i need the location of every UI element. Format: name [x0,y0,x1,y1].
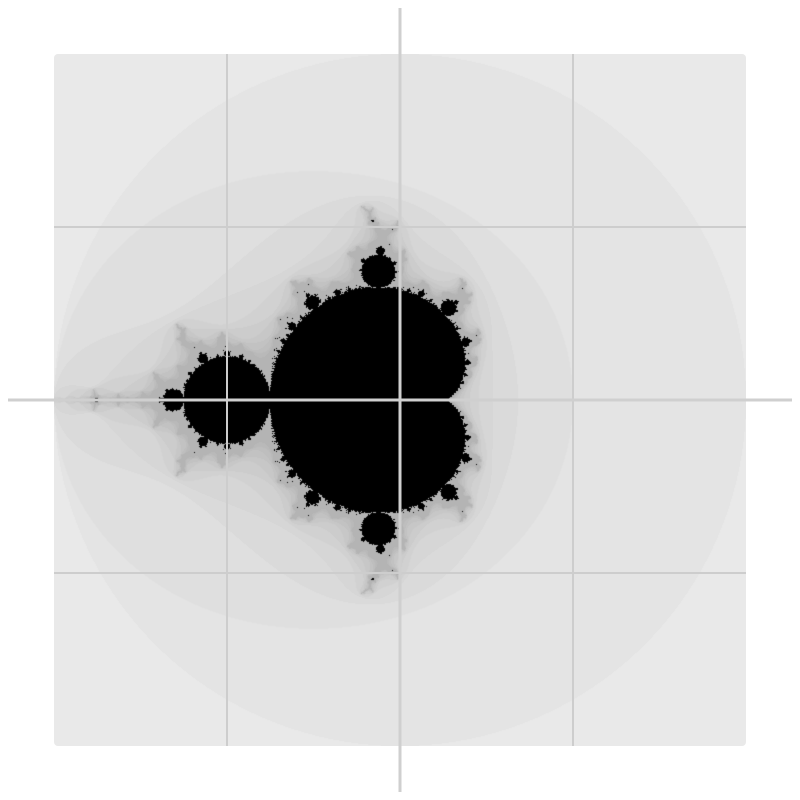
mandelbrot-set-canvas [54,54,746,746]
